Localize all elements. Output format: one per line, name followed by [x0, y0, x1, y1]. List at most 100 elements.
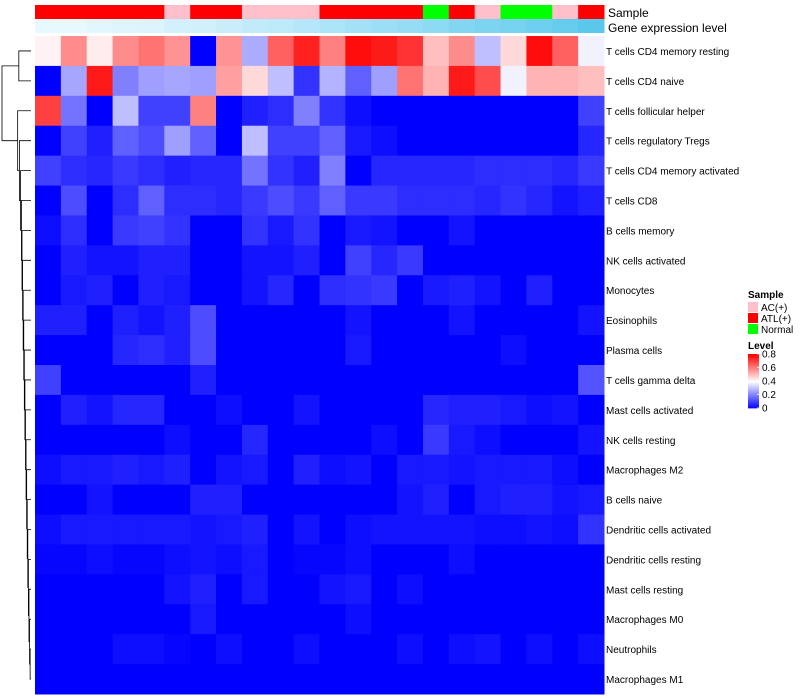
heatmap-cell — [86, 394, 114, 426]
heatmap-cell — [448, 185, 476, 216]
heatmap-cell — [345, 155, 372, 187]
heatmap-cell — [578, 484, 605, 516]
heatmap-cell — [319, 394, 346, 426]
level-legend-gradient-step — [748, 368, 759, 371]
heatmap-cell — [345, 634, 372, 665]
sample-annotation-cell — [319, 5, 346, 19]
heatmap-cell — [526, 155, 553, 187]
gene-expression-annotation-cell — [500, 19, 527, 33]
heatmap-cell — [500, 604, 527, 635]
heatmap-cell — [86, 95, 114, 127]
row-label: Mast cells resting — [606, 585, 683, 596]
heatmap-cell — [293, 95, 320, 127]
heatmap-cell — [526, 125, 553, 157]
heatmap-cell — [345, 365, 372, 396]
heatmap-cell — [216, 574, 243, 605]
heatmap-cell — [500, 185, 527, 216]
heatmap-cell — [474, 95, 502, 127]
heatmap-cell — [319, 365, 346, 396]
heatmap-cell — [578, 36, 605, 67]
row-label: Plasma cells — [606, 346, 662, 357]
heatmap-cell — [267, 454, 295, 486]
level-legend-gradient-step — [748, 399, 759, 402]
sample-annotation-cell — [216, 5, 243, 19]
row-label: Dendritic cells activated — [606, 526, 711, 537]
level-legend-tick-label: 0.4 — [762, 377, 776, 388]
heatmap-cell — [138, 604, 165, 635]
heatmap-cell — [86, 514, 114, 545]
heatmap-cell — [371, 514, 398, 545]
heatmap-cell — [422, 305, 450, 336]
heatmap-cell — [526, 424, 553, 456]
heatmap-cell — [35, 36, 62, 67]
sample-annotation-title: Sample — [608, 6, 649, 20]
heatmap-cell — [448, 544, 476, 575]
heatmap-cell — [371, 604, 398, 635]
heatmap-cell — [241, 185, 269, 216]
heatmap-cell — [319, 424, 346, 456]
heatmap-cell — [448, 36, 476, 67]
heatmap-cell — [112, 604, 139, 635]
row-label: Macrophages M2 — [606, 466, 684, 477]
level-legend-gradient-step — [748, 394, 759, 397]
heatmap-cell — [35, 394, 62, 426]
heatmap-cell — [35, 155, 62, 187]
heatmap-cell — [345, 544, 372, 575]
heatmap-cell — [397, 664, 424, 695]
heatmap-cell — [164, 185, 191, 216]
level-legend-gradient-step — [748, 375, 759, 378]
heatmap-cell — [448, 335, 476, 366]
heatmap-cell — [35, 125, 62, 157]
heatmap-cell — [112, 335, 139, 366]
row-label: T cells CD8 — [606, 197, 658, 208]
heatmap-cell — [552, 36, 579, 67]
heatmap-cell — [371, 215, 398, 246]
heatmap-cell — [293, 215, 320, 246]
heatmap-cell — [448, 634, 476, 665]
heatmap-cell — [112, 574, 139, 605]
row-label: NK cells resting — [606, 436, 675, 447]
heatmap-cell — [448, 394, 476, 426]
heatmap-cell — [448, 305, 476, 336]
row-label: T cells CD4 memory activated — [606, 167, 739, 178]
heatmap-cell — [60, 634, 88, 665]
heatmap-cell — [164, 215, 191, 246]
level-legend-tick-label: 0.6 — [762, 363, 776, 374]
heatmap-cell — [216, 394, 243, 426]
heatmap-cell — [474, 275, 502, 306]
gene-expression-annotation-cell — [578, 19, 605, 33]
heatmap-cell — [190, 95, 217, 127]
level-legend-gradient-step — [748, 393, 759, 395]
level-legend-gradient-step — [748, 401, 759, 403]
level-legend-gradient-step — [748, 397, 759, 399]
heatmap-cell — [345, 664, 372, 695]
heatmap-cell — [35, 95, 62, 127]
heatmap-cell — [190, 65, 217, 97]
heatmap-cell — [138, 185, 165, 216]
heatmap-cell — [267, 484, 295, 516]
heatmap-cell — [345, 95, 372, 127]
heatmap-cell — [35, 275, 62, 306]
heatmap-cell — [293, 544, 320, 575]
heatmap-cell — [293, 365, 320, 396]
heatmap-cell — [422, 574, 450, 605]
heatmap-cell — [112, 514, 139, 545]
heatmap-cell — [241, 634, 269, 665]
heatmap-cell — [164, 245, 191, 276]
gene-expression-annotation-cell — [397, 19, 424, 33]
heatmap-cell — [397, 155, 424, 187]
row-labels: T cells CD4 memory resting T cells CD4 na… — [606, 47, 739, 686]
heatmap-cell — [86, 215, 114, 246]
dendrogram-branch — [1, 65, 19, 142]
heatmap-cell — [526, 634, 553, 665]
heatmap-cell — [35, 215, 62, 246]
heatmap-cell — [35, 454, 62, 486]
heatmap-cell — [216, 544, 243, 575]
heatmap-cell — [86, 36, 114, 67]
heatmap-cell — [552, 514, 579, 545]
heatmap-cell — [138, 365, 165, 396]
heatmap-cell — [112, 65, 139, 97]
heatmap-cell — [60, 514, 88, 545]
heatmap-cell — [422, 215, 450, 246]
level-legend-gradient-step — [748, 378, 759, 381]
